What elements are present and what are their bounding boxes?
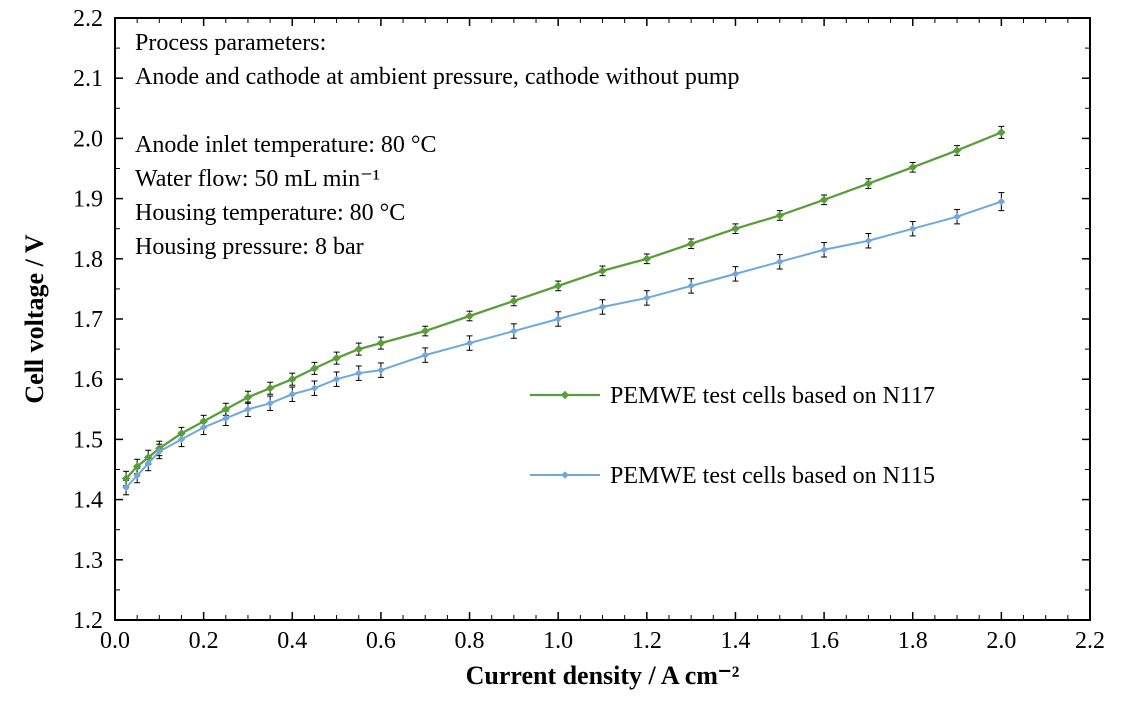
process-parameters-line: Anode inlet temperature: 80 °C xyxy=(135,132,437,158)
y-tick-label: 1.7 xyxy=(73,307,103,333)
y-tick-label: 1.9 xyxy=(73,187,103,213)
process-parameters-line: Water flow: 50 mL min⁻¹ xyxy=(135,166,380,192)
chart-container: 0.0 0.2 0.4 0.6 0.8 1.0 1.2 1.4 1.6 1.8 2.0 2.2 1.2 1… xyxy=(0,0,1132,702)
chart-svg: 0.0 0.2 0.4 0.6 0.8 1.0 1.2 1.4 1.6 1.8 2.0 2.2 1.2 1… xyxy=(0,0,1132,702)
process-parameters-line: Anode and cathode at ambient pressure, c… xyxy=(135,64,740,90)
y-tick-label: 1.6 xyxy=(73,367,103,393)
y-axis-label: Cell voltage / V xyxy=(20,234,49,403)
y-tick-label: 1.5 xyxy=(73,427,103,453)
x-tick-label: 0.8 xyxy=(455,628,485,654)
x-tick-label: 1.4 xyxy=(720,628,750,654)
y-tick-label: 1.4 xyxy=(73,488,103,514)
x-tick-label: 0.4 xyxy=(277,628,307,654)
x-tick-label: 0.6 xyxy=(366,628,396,654)
process-parameters-line: Process parameters: xyxy=(135,30,326,56)
x-tick-label: 1.0 xyxy=(543,628,573,654)
x-tick-label: 1.8 xyxy=(898,628,928,654)
y-tick-label: 1.3 xyxy=(73,548,103,574)
x-tick-label: 1.2 xyxy=(632,628,662,654)
legend-entry-label: PEMWE test cells based on N117 xyxy=(610,383,935,409)
process-parameters-line: Housing pressure: 8 bar xyxy=(135,234,364,260)
x-tick-label: 1.6 xyxy=(809,628,839,654)
y-tick-label: 2.2 xyxy=(73,6,103,32)
x-tick-label: 2.0 xyxy=(986,628,1016,654)
x-tick-label: 2.2 xyxy=(1075,628,1105,654)
x-axis-label: Current density / A cm⁻² xyxy=(466,661,740,690)
y-tick-label: 2.0 xyxy=(73,126,103,152)
y-tick-label: 1.8 xyxy=(73,247,103,273)
x-tick-label: 0.2 xyxy=(189,628,219,654)
y-tick-label: 2.1 xyxy=(73,66,103,92)
x-tick-label: 0.0 xyxy=(100,628,130,654)
legend-entry-label: PEMWE test cells based on N115 xyxy=(610,463,935,489)
y-tick-label: 1.2 xyxy=(73,608,103,634)
process-parameters-line: Housing temperature: 80 °C xyxy=(135,200,405,226)
